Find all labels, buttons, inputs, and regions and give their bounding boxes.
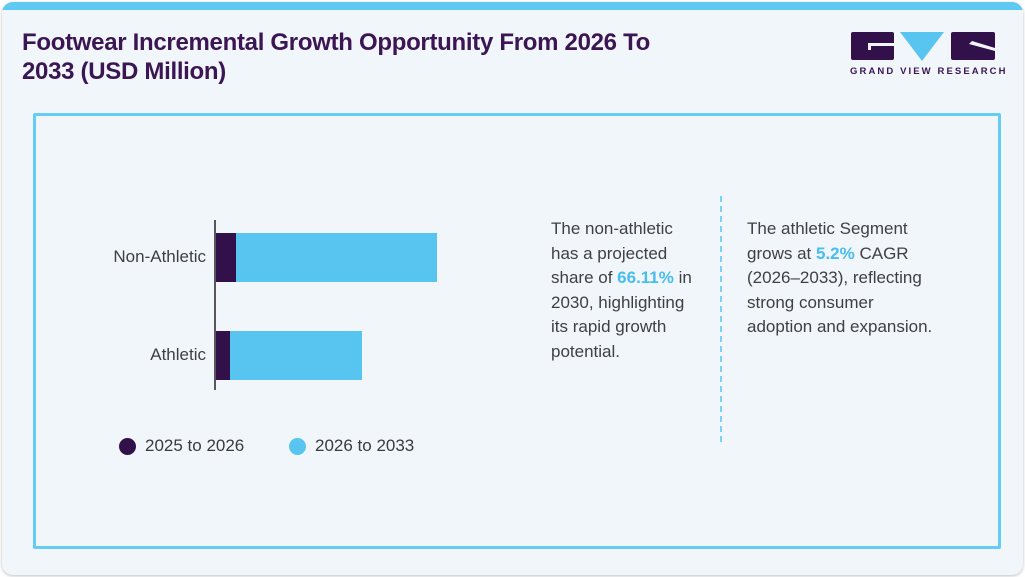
legend-item-2025-2026: 2025 to 2026 (119, 436, 244, 456)
top-accent-strip (2, 2, 1023, 10)
legend-dot-2025-2026 (119, 437, 136, 455)
insight-non-athletic-suffix: in 2030, highlighting its rapid growth p… (551, 268, 692, 361)
insight-athletic-text: The athletic Segment grows at (747, 219, 908, 263)
bar-row-athletic (216, 331, 362, 380)
insight-athletic: The athletic Segment grows at 5.2% CAGR … (747, 217, 933, 340)
insight-non-athletic: The non-athletic has a projected share o… (551, 217, 694, 364)
insight-non-athletic-highlight: 66.11% (617, 268, 674, 287)
insight-athletic-highlight: 5.2% (815, 243, 855, 263)
legend-label-2025-2026: 2025 to 2026 (145, 436, 245, 455)
gvr-logo: GRAND VIEW RESEARCH (850, 31, 1008, 77)
bar-athletic-2025-2026 (216, 331, 230, 380)
legend-item-2026-2033: 2026 to 2033 (289, 436, 414, 456)
dashed-divider (720, 196, 722, 442)
insight-athletic-suffix: CAGR (2026–2033), reflecting strong cons… (747, 243, 933, 337)
category-label-athletic: Athletic (150, 345, 206, 364)
gvr-wordmark: GRAND VIEW RESEARCH (850, 66, 1008, 77)
gvr-logo-mark (851, 32, 995, 61)
chart-card: Non-Athletic Athletic 2025 to 2026 2026 … (33, 113, 1001, 549)
bar-row-non-athletic (216, 233, 437, 282)
bar-non-athletic-2026-2033 (236, 233, 437, 282)
legend-dot-2026-2033 (289, 437, 306, 455)
legend-label-2026-2033: 2026 to 2033 (315, 436, 415, 455)
bar-non-athletic-2025-2026 (216, 233, 236, 282)
insight-non-athletic-text: The non-athletic has a projected share o… (551, 219, 673, 287)
chart-y-axis-line (214, 220, 216, 390)
page-title: Footwear Incremental Growth Opportunity … (22, 29, 651, 85)
bar-athletic-2026-2033 (230, 331, 362, 380)
category-label-non-athletic: Non-Athletic (113, 247, 206, 266)
